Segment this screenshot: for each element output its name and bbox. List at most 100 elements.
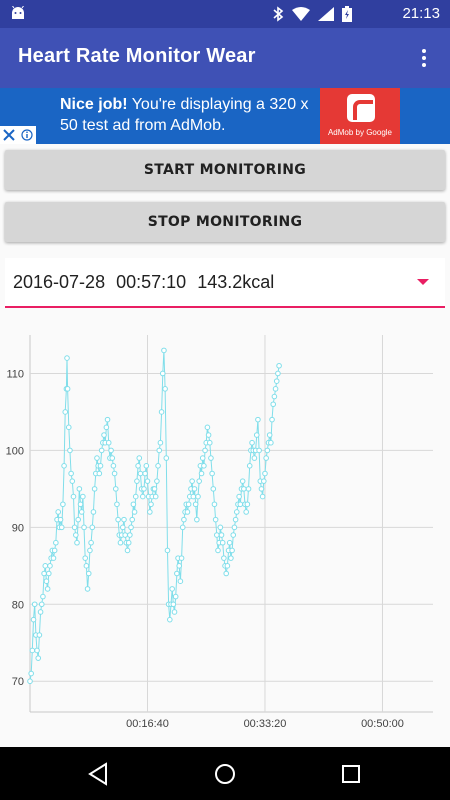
heart-rate-point [171,609,178,615]
session-spinner[interactable]: 2016-07-28 00:57:10 143.2kcal [5,258,445,308]
heart-rate-point [87,547,93,554]
heart-rate-point [236,493,242,500]
heart-rate-point [45,570,52,577]
heart-rate-point [50,555,57,561]
heart-rate-point [78,509,85,515]
heart-rate-point [101,432,107,438]
more-vert-icon[interactable] [412,44,436,72]
heart-rate-point [34,647,40,654]
dropdown-arrow-icon[interactable] [417,279,429,285]
heart-rate-point [184,509,191,515]
heart-rate-point [135,462,141,469]
x-tick-label: 00:16:40 [126,718,169,730]
navigation-bar [0,747,450,800]
heart-rate-point [144,478,151,484]
heart-rate-point [57,516,64,523]
heart-rate-point [206,439,213,446]
heart-rate-point [204,424,211,431]
heart-rate-point [156,447,163,454]
heart-rate-point [255,416,261,423]
ad-choices-icon[interactable] [0,126,36,144]
ad-close-icon[interactable] [3,129,15,141]
heart-rate-chart[interactable]: 70 80 90 100 110 00:16:40 00:33:20 00:50:00 [0,320,450,745]
heart-rate-point [209,470,215,477]
heart-rate-point [163,455,170,461]
heart-rate-point [223,570,230,577]
heart-rate-point [125,539,132,546]
start-monitoring-button[interactable]: START MONITORING [5,150,445,190]
heart-rate-point [214,532,220,538]
heart-rate-point [40,593,46,600]
heart-rate-point [69,478,76,484]
heart-rate-point [245,486,252,492]
heart-rate-point [27,678,33,685]
heart-rate-chart-svg: 70 80 90 100 110 00:16:40 00:33:20 00:50:00 [6,335,433,730]
heart-rate-point [98,447,105,454]
heart-rate-point [181,516,187,523]
admob-logo: AdMob by Google [320,88,400,144]
heart-rate-point [237,501,244,508]
admob-caption: AdMob by Google [327,128,393,137]
heart-rate-point [158,409,165,415]
heart-rate-point [35,655,42,661]
heart-rate-point [218,532,225,538]
heart-rate-point [253,432,260,438]
heart-rate-point [111,470,118,477]
heart-rate-point [137,470,144,477]
session-summary: 2016-07-28 00:57:10 143.2kcal [13,272,274,293]
heart-rate-point [219,539,226,546]
heart-rate-point [53,539,59,546]
heart-rate-point [142,470,148,477]
heart-rate-point [224,563,231,569]
heart-rate-point [261,478,267,484]
home-icon[interactable] [212,761,238,787]
heart-rate-point [94,455,100,461]
ad-body: You're displaying a 320 x 50 test ad fro… [60,96,309,134]
ad-banner[interactable]: Nice job! You're displaying a 320 x 50 t… [0,88,450,144]
heart-rate-point [221,555,227,561]
heart-rate-point [30,616,37,623]
heart-rate-point [83,563,90,569]
heart-rate-point [233,509,240,515]
heart-rate-point [155,462,161,469]
heart-rate-point [58,524,65,531]
bluetooth-icon [273,6,284,22]
heart-rate-point [174,570,180,577]
stop-monitoring-button[interactable]: STOP MONITORING [5,202,445,242]
heart-rate-point [268,439,274,446]
heart-rate-point [208,455,214,461]
heart-rate-point [96,470,103,477]
wifi-icon [292,7,310,21]
heart-rate-point [212,516,219,523]
y-tick-label: 90 [12,522,24,534]
y-tick-label: 110 [6,368,24,380]
heart-rate-point [129,516,136,523]
back-icon[interactable] [86,761,112,787]
heart-rate-point [31,601,38,608]
signal-icon [318,7,334,21]
heart-rate-point [241,486,247,492]
heart-rate-point [273,378,280,384]
heart-rate-point [202,447,208,454]
y-tick-label: 100 [6,445,24,457]
heart-rate-point [65,424,72,431]
heart-rate-point [246,462,253,469]
heart-rate-point [42,563,49,569]
x-tick-label: 00:33:20 [244,718,287,730]
heart-rate-point [194,516,200,523]
recents-icon[interactable] [338,761,364,787]
heart-rate-point [244,501,251,508]
heart-rate-point [139,493,146,500]
heart-rate-point [41,570,47,577]
heart-rate-point [169,586,175,592]
heart-rate-point [172,593,179,600]
heart-rate-point [263,455,269,461]
heart-rate-point [162,386,168,392]
heart-rate-point [105,439,112,446]
heart-rate-point [124,547,131,554]
heart-rate-point [192,501,199,508]
heart-rate-point [159,370,166,377]
heart-rate-point [37,609,44,615]
info-icon[interactable] [21,129,33,141]
heart-rate-point [196,478,202,484]
